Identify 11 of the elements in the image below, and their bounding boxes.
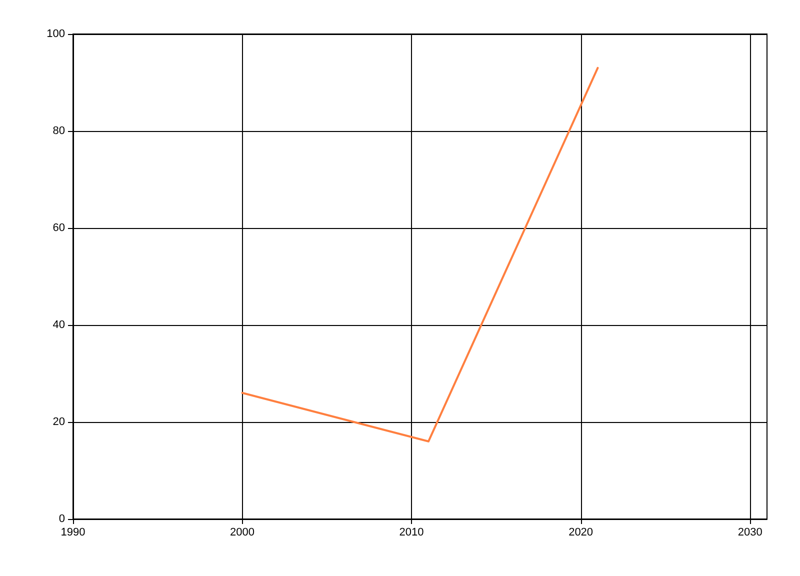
x-tick-label: 2010 [399, 526, 424, 538]
y-tick-label: 80 [52, 125, 65, 137]
y-tick-label: 40 [52, 319, 65, 331]
x-tick-label: 2020 [568, 526, 594, 538]
y-tick-label: 20 [52, 416, 65, 428]
x-tick-label: 1990 [60, 526, 86, 538]
y-tick-label: 60 [52, 222, 65, 234]
y-tick-label: 100 [46, 28, 65, 40]
y-tick-label: 0 [58, 513, 65, 525]
x-tick-label: 2030 [738, 526, 762, 538]
x-tick-label: 2000 [230, 526, 255, 538]
